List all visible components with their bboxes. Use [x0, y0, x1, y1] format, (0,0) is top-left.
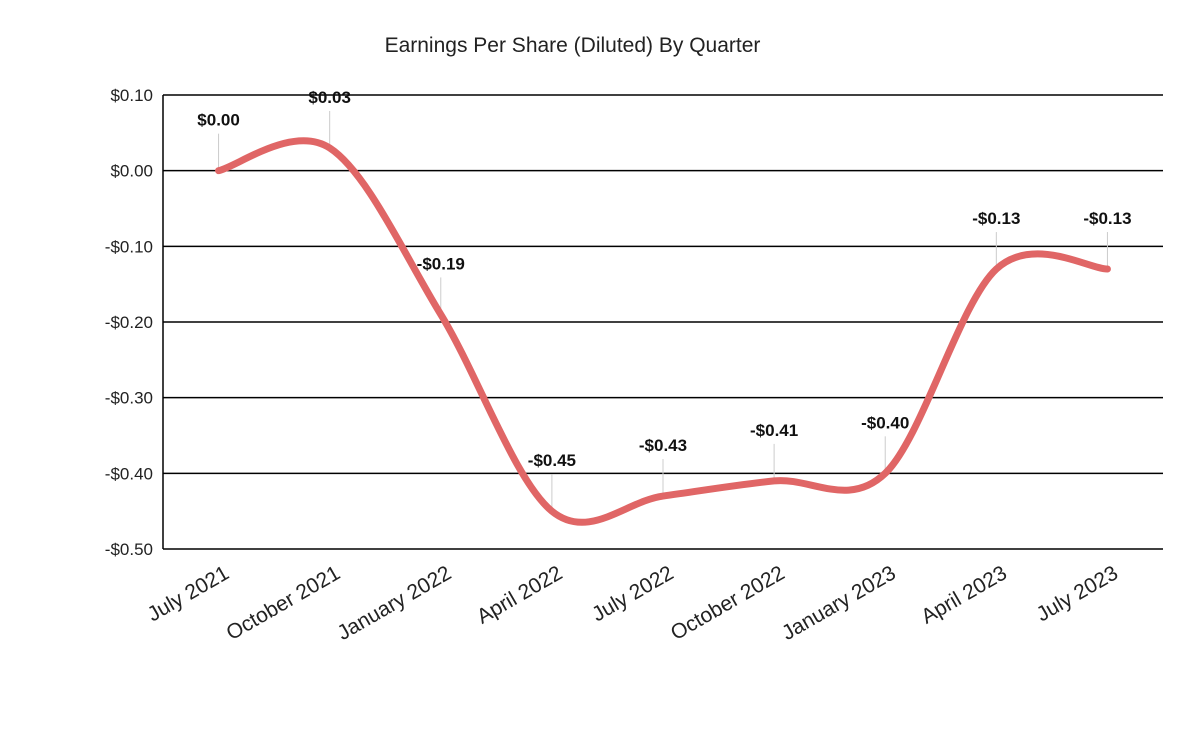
- x-tick-label: April 2023: [917, 561, 1010, 628]
- y-tick-label: -$0.40: [105, 464, 153, 483]
- x-tick-label: January 2022: [334, 561, 456, 645]
- data-label: -$0.13: [1083, 209, 1131, 228]
- data-label: -$0.19: [417, 254, 465, 273]
- x-tick-label: July 2021: [144, 561, 233, 626]
- x-tick-label: April 2022: [473, 561, 566, 628]
- chart-title: Earnings Per Share (Diluted) By Quarter: [0, 34, 1145, 58]
- x-tick-label: July 2022: [588, 561, 677, 626]
- data-label: $0.00: [197, 111, 240, 130]
- y-tick-label: $0.10: [110, 86, 153, 105]
- y-tick-label: -$0.10: [105, 237, 153, 256]
- data-label: -$0.43: [639, 436, 687, 455]
- data-label: -$0.45: [528, 451, 576, 470]
- y-tick-label: -$0.50: [105, 540, 153, 559]
- x-tick-label: October 2022: [667, 561, 789, 645]
- x-tick-label: July 2023: [1033, 561, 1122, 626]
- data-label: -$0.41: [750, 421, 798, 440]
- y-tick-label: -$0.20: [105, 313, 153, 332]
- y-tick-label: -$0.30: [105, 389, 153, 408]
- x-tick-label: January 2023: [778, 561, 900, 645]
- y-tick-label: $0.00: [110, 162, 153, 181]
- data-label: -$0.40: [861, 413, 909, 432]
- x-tick-label: October 2021: [222, 561, 344, 645]
- data-label: -$0.13: [972, 209, 1020, 228]
- data-label: $0.03: [308, 88, 351, 107]
